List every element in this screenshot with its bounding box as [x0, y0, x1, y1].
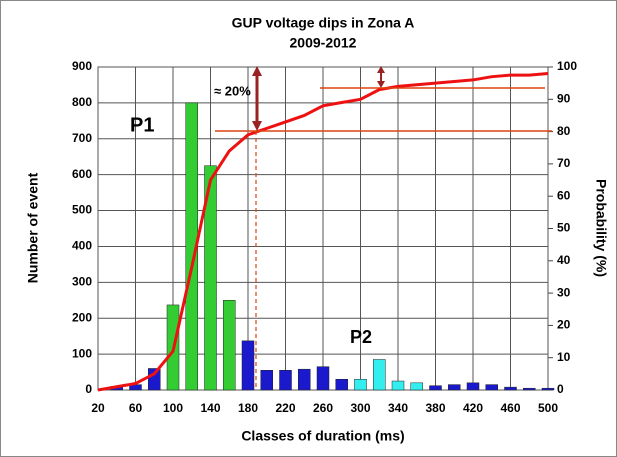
- y2-tick-label: 50: [557, 221, 571, 235]
- annotation-lines: [215, 66, 552, 390]
- bar: [223, 300, 236, 391]
- x-tick-label: 300: [350, 401, 370, 415]
- bar: [279, 370, 292, 391]
- x-tick-label: 60: [129, 401, 143, 415]
- y2-axis-label: Probability (%): [593, 179, 609, 277]
- x-tick-label: 260: [313, 401, 333, 415]
- y-tick-label: 300: [72, 275, 92, 289]
- bar: [316, 366, 330, 391]
- bar: [204, 165, 217, 391]
- plot: 0 100 200 300 400 500 600 700 800 900 0 10 20 30 40 50 6…: [72, 59, 577, 415]
- y2-tick-label: 30: [557, 285, 571, 299]
- x-tick-label: 340: [388, 401, 408, 415]
- bar: [541, 387, 555, 391]
- bar: [429, 385, 442, 391]
- annotation: P1: [130, 114, 154, 136]
- y-tick-label: 800: [72, 95, 92, 109]
- y-tick-label: 900: [72, 59, 92, 73]
- x-tick-label: 460: [500, 401, 520, 415]
- x-tick-label: 180: [238, 401, 258, 415]
- x-tick-label: 100: [163, 401, 183, 415]
- y2-tick-label: 80: [557, 124, 571, 138]
- y2-tick-label: 0: [557, 382, 564, 396]
- y-tick-label: 100: [72, 346, 92, 360]
- annotation: ≈ 20%: [214, 83, 251, 98]
- y2-tick-label: 90: [557, 91, 571, 105]
- bar: [298, 368, 311, 391]
- y2-tick-label: 20: [557, 318, 571, 332]
- bar: [241, 340, 255, 391]
- bar: [335, 378, 348, 391]
- bar: [504, 386, 517, 391]
- annotation: P2: [350, 327, 372, 347]
- arrow-head: [377, 66, 385, 73]
- arrow-head: [252, 66, 262, 76]
- y-axis-label: Number of event: [25, 172, 41, 283]
- arrow-head: [252, 121, 262, 131]
- bar: [485, 384, 498, 391]
- x-tick-label: 420: [463, 401, 483, 415]
- x-tick-label: 20: [91, 401, 105, 415]
- line: [97, 71, 549, 392]
- bar: [373, 359, 386, 391]
- chart-title: GUP voltage dips in Zona A: [232, 15, 415, 31]
- y2-tick-label: 10: [557, 350, 571, 364]
- bar: [466, 382, 480, 391]
- bar: [523, 387, 536, 391]
- chart-subtitle: 2009-2012: [290, 35, 357, 51]
- y-tick-label: 700: [72, 131, 92, 145]
- y-tick-label: 500: [72, 203, 92, 217]
- y2-tick-label: 60: [557, 188, 571, 202]
- y2-tick-label: 100: [557, 59, 577, 73]
- y2-tick-label: 70: [557, 156, 571, 170]
- x-tick-label: 220: [275, 401, 295, 415]
- y-tick-label: 0: [85, 382, 92, 396]
- bar: [391, 380, 405, 391]
- bar: [354, 378, 367, 391]
- y-tick-label: 600: [72, 167, 92, 181]
- y-tick-label: 200: [72, 310, 92, 324]
- bar: [260, 370, 273, 391]
- x-tick-label: 500: [538, 401, 558, 415]
- arrow-head: [377, 81, 385, 88]
- x-tick-label: 140: [200, 401, 220, 415]
- x-tick-label: 380: [425, 401, 445, 415]
- bar: [448, 384, 461, 391]
- y-tick-label: 400: [72, 239, 92, 253]
- bar: [410, 382, 423, 391]
- y2-tick-label: 40: [557, 253, 571, 267]
- x-axis-label: Classes of duration (ms): [241, 428, 404, 444]
